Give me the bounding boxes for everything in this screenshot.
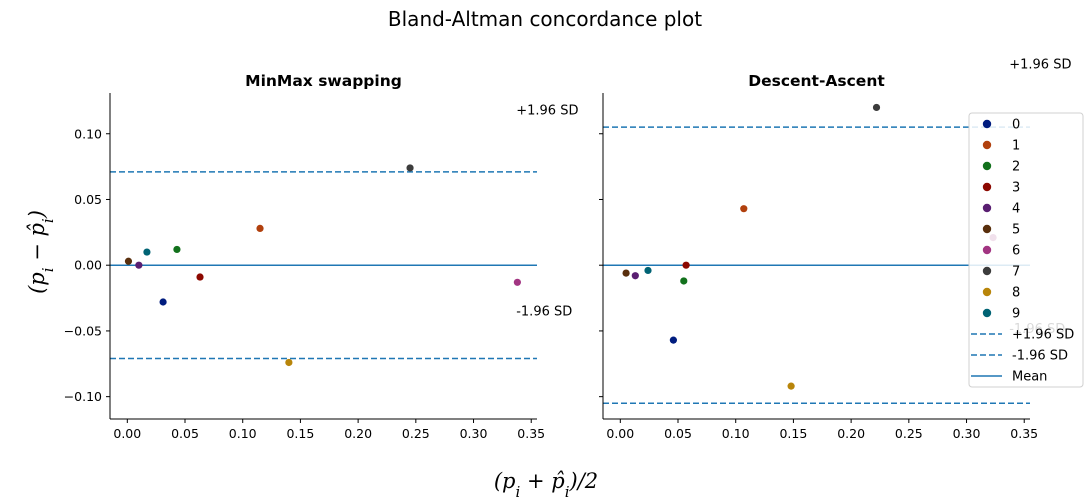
data-point-class-6	[513, 278, 521, 286]
data-point-class-5	[622, 269, 630, 277]
x-tick-label: 0.00	[606, 426, 634, 441]
x-tick-label: 0.20	[837, 426, 865, 441]
legend-label: Mean	[1012, 370, 1047, 385]
data-point-class-9	[644, 266, 652, 275]
upper-sd-annotation: +1.96 SD	[516, 104, 578, 119]
legend-label: -1.96 SD	[1012, 349, 1068, 364]
legend-marker	[982, 266, 992, 276]
x-tick-label: 0.05	[171, 426, 199, 441]
legend-item: Mean	[971, 370, 1047, 385]
data-point-class-8	[787, 382, 795, 390]
y-axis-label: (pi − p̂i)	[25, 210, 57, 294]
legend-item: 7	[982, 265, 1020, 280]
legend-item: -1.96 SD	[971, 349, 1068, 364]
legend-item: 5	[982, 223, 1020, 238]
data-point-class-3	[682, 261, 690, 269]
legend-marker	[982, 119, 992, 129]
legend-marker	[982, 182, 992, 192]
legend-label: 2	[1012, 160, 1020, 175]
legend-item: 1	[982, 139, 1020, 154]
data-point-class-0	[669, 336, 677, 344]
legend-item: 4	[982, 202, 1020, 217]
legend-marker	[982, 287, 992, 297]
y-tick-label: 0.05	[74, 192, 102, 207]
legend-item: +1.96 SD	[971, 328, 1074, 343]
legend-item: 2	[982, 160, 1020, 175]
legend-label: 9	[1012, 307, 1020, 322]
data-point-class-5	[124, 257, 133, 265]
panel-minmax-swapping: MinMax swapping 0.00 0.05 0.10 0.15 0.20 0.25 0…	[64, 72, 579, 441]
data-point-class-1	[256, 224, 264, 232]
legend-label: 8	[1012, 286, 1020, 301]
data-point-class-0	[159, 298, 167, 306]
x-axis-label: (pi + p̂i)/2	[494, 469, 598, 500]
x-tick-label: 0.00	[113, 426, 141, 441]
legend-label: 1	[1012, 139, 1020, 154]
data-point-class-2	[680, 277, 688, 285]
data-point-class-1	[740, 205, 748, 213]
x-tick-label: 0.20	[344, 426, 372, 441]
legend-marker	[982, 140, 992, 150]
legend-label: 3	[1012, 181, 1020, 196]
legend-label: 7	[1012, 265, 1020, 280]
legend-marker	[982, 161, 992, 171]
x-tick-label: 0.15	[286, 426, 314, 441]
data-point-class-9	[143, 248, 151, 256]
legend-label: 6	[1012, 244, 1020, 259]
data-point-class-4	[631, 272, 639, 280]
y-tick-label: 0.00	[74, 258, 102, 273]
data-point-class-4	[135, 261, 143, 269]
legend-item: 3	[982, 181, 1020, 196]
data-point-class-2	[173, 245, 181, 254]
x-tick-label: 0.10	[229, 426, 257, 441]
x-tick-label: 0.30	[953, 426, 981, 441]
y-tick-label: 0.10	[74, 126, 102, 141]
legend-box	[968, 112, 1084, 388]
legend-label: 0	[1012, 118, 1020, 133]
legend-marker	[982, 203, 992, 213]
panel-title: MinMax swapping	[245, 72, 402, 90]
legend-label: 5	[1012, 223, 1020, 238]
x-tick-label: 0.30	[460, 426, 488, 441]
x-tick-label: 0.10	[722, 426, 750, 441]
legend-item: 0	[982, 118, 1020, 133]
legend-marker	[982, 224, 992, 234]
legend-item: 8	[982, 286, 1020, 301]
data-point-class-3	[196, 273, 204, 281]
y-tick-label: −0.05	[64, 323, 102, 338]
data-point-class-7	[872, 103, 881, 112]
figure-title: Bland-Altman concordance plot	[388, 7, 702, 31]
legend-item: 6	[982, 244, 1020, 259]
legend: 0 1 2 3 4 5 6 7 8 9 +1.96 SD -1.96 SD Mean	[968, 112, 1084, 388]
x-tick-label: 0.35	[517, 426, 545, 441]
data-point-class-8	[285, 358, 293, 367]
legend-marker	[982, 245, 992, 255]
upper-sd-annotation: +1.96 SD	[1009, 58, 1071, 73]
x-tick-label: 0.25	[402, 426, 430, 441]
legend-item: 9	[982, 307, 1020, 322]
lower-sd-annotation: -1.96 SD	[516, 305, 572, 320]
x-tick-label: 0.25	[895, 426, 923, 441]
panel-title: Descent-Ascent	[748, 72, 885, 90]
legend-label: +1.96 SD	[1012, 328, 1074, 343]
data-point-class-7	[406, 164, 414, 172]
x-tick-label: 0.05	[664, 426, 692, 441]
y-tick-label: −0.10	[64, 389, 102, 404]
legend-label: 4	[1012, 202, 1020, 217]
legend-marker	[982, 308, 992, 318]
x-tick-label: 0.15	[779, 426, 807, 441]
x-tick-label: 0.35	[1010, 426, 1038, 441]
